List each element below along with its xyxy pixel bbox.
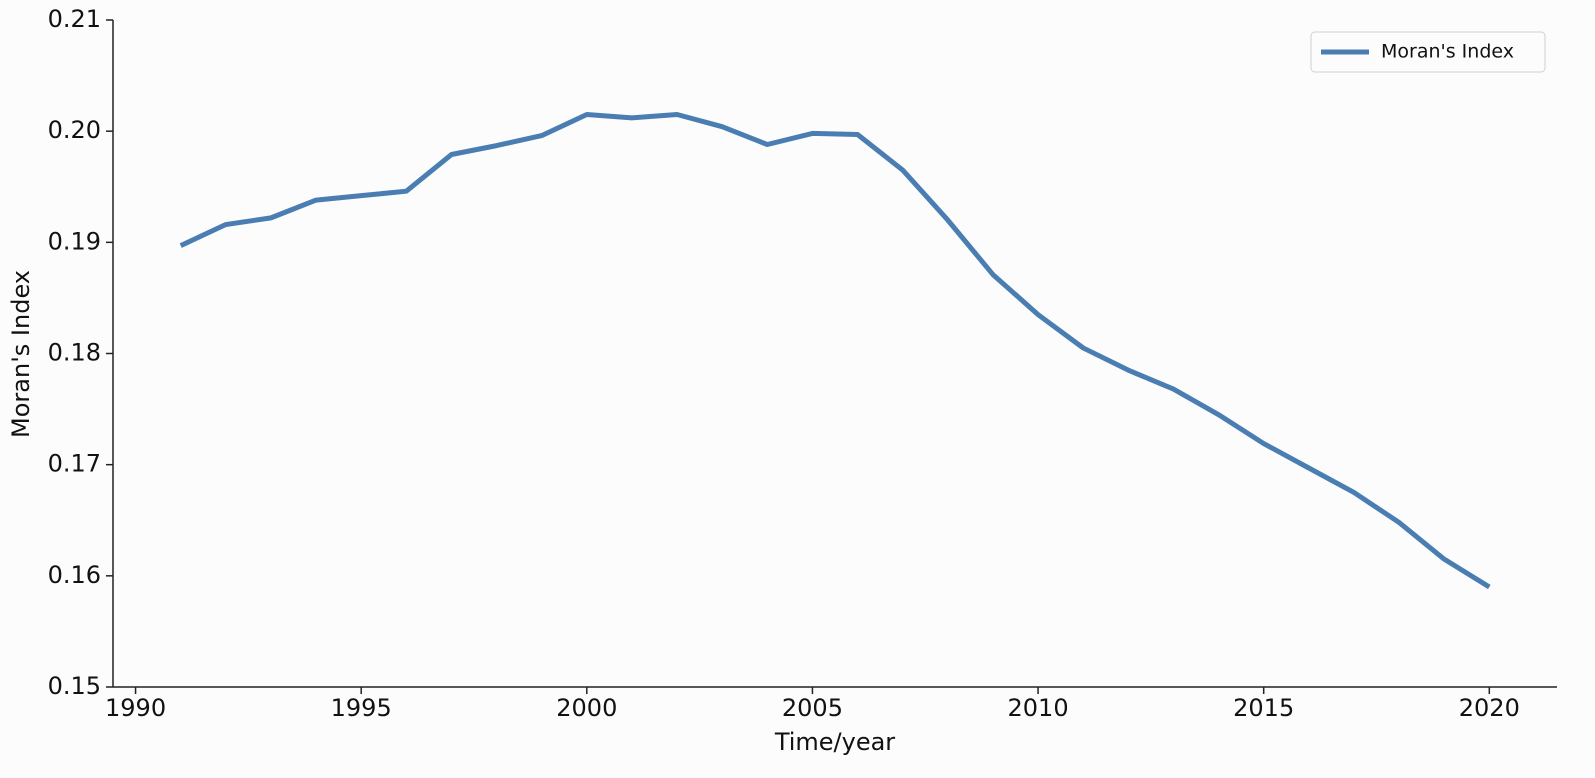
x-axis-label: Time/year bbox=[774, 728, 895, 756]
x-tick-label: 2015 bbox=[1233, 694, 1294, 722]
x-tick-label: 2005 bbox=[782, 694, 843, 722]
y-tick-label: 0.18 bbox=[48, 339, 101, 367]
y-tick-label: 0.17 bbox=[48, 450, 101, 478]
x-tick-label: 1995 bbox=[331, 694, 392, 722]
legend-box bbox=[1310, 31, 1546, 73]
legend-label: Moran's Index bbox=[1381, 41, 1514, 63]
x-tick-label: 2000 bbox=[556, 694, 617, 722]
y-tick-label: 0.16 bbox=[48, 561, 101, 589]
y-tick-label: 0.19 bbox=[48, 227, 101, 255]
y-tick-label: 0.21 bbox=[48, 5, 101, 33]
y-tick-label: 0.20 bbox=[48, 116, 101, 144]
data-line bbox=[179, 111, 1491, 590]
x-tick-label: 1990 bbox=[105, 694, 166, 722]
x-tick-label: 2010 bbox=[1008, 694, 1069, 722]
y-tick-label: 0.15 bbox=[48, 672, 101, 700]
x-tick-label: 2020 bbox=[1459, 694, 1520, 722]
y-axis-label: Moran's Index bbox=[7, 270, 35, 438]
